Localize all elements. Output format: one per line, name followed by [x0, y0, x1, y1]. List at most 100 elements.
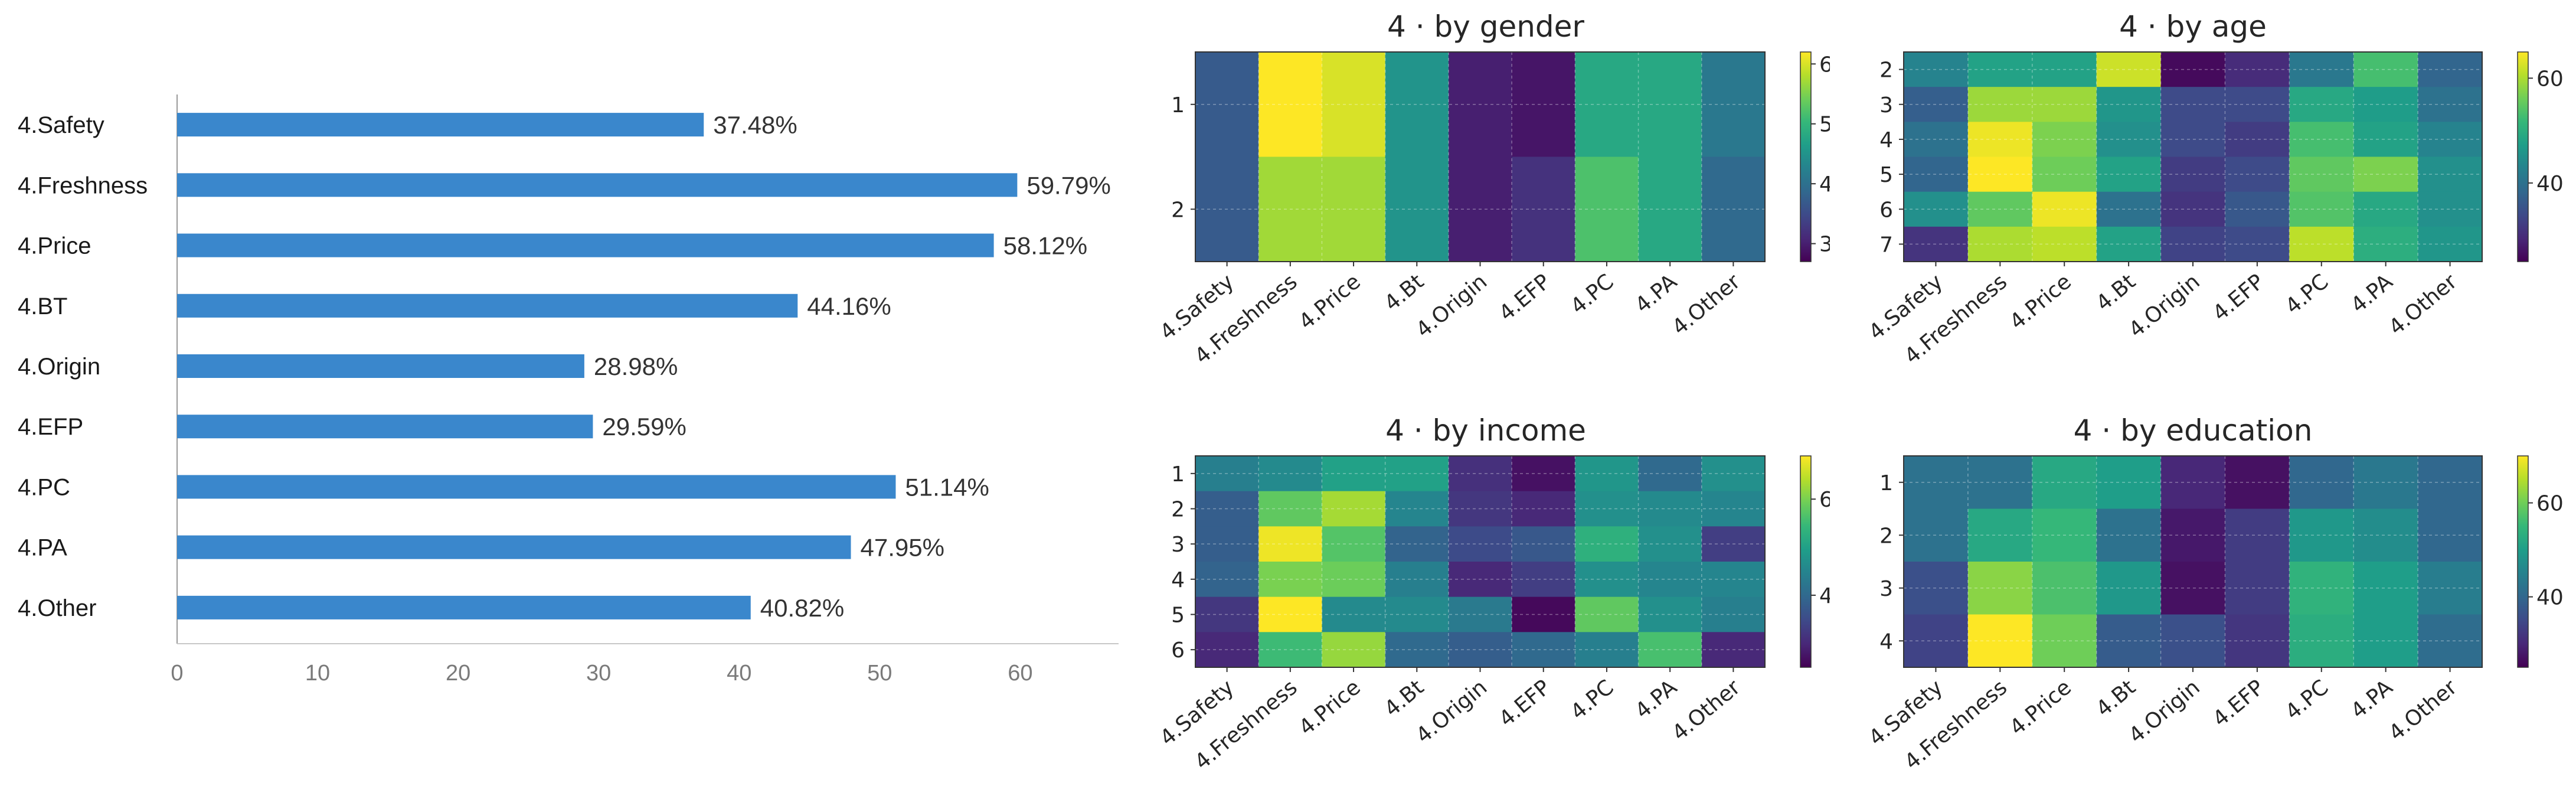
heatmap-cell	[1638, 596, 1702, 632]
heatmap-cell	[1575, 52, 1639, 158]
heatmap-cell	[2418, 456, 2483, 510]
heatmap-cell	[1904, 52, 1969, 87]
heatmap-cell	[2353, 52, 2418, 87]
bar	[177, 535, 851, 559]
row-label: 1	[1171, 93, 1185, 118]
heatmap-cell	[2160, 508, 2226, 562]
heatmap-cell	[1701, 526, 1766, 562]
column-label: 4.Origin	[1411, 269, 1492, 342]
heatmap-cell	[1967, 226, 2033, 262]
heatmap-cell	[1512, 526, 1575, 562]
bar-chart: 4.Safety 37.48% 4.Freshness 59.79% 4.Price 58…	[18, 94, 1119, 686]
heatmap-cell	[1322, 456, 1386, 492]
heatmap-cell	[1575, 456, 1639, 492]
colorbar	[1800, 455, 1812, 668]
heatmap-cell	[2353, 87, 2418, 122]
heatmap-cell	[1701, 156, 1766, 262]
heatmap-cell	[1385, 491, 1449, 527]
row-label: 4	[1171, 568, 1185, 592]
column-label: 4.Price	[2005, 269, 2076, 334]
column-label: 4.Other	[2384, 675, 2461, 745]
heatmap-cell	[2289, 122, 2354, 158]
category-label: 4.PA	[18, 535, 67, 561]
heatmap-cell	[1575, 526, 1639, 562]
column-label: 4.Other	[2384, 269, 2461, 340]
column-label: 4.Price	[1294, 675, 1365, 740]
row-label: 4	[1879, 630, 1893, 654]
value-label: 37.48%	[713, 111, 797, 139]
row-label: 5	[1879, 163, 1893, 187]
heatmap-cell	[2032, 191, 2097, 227]
heatmap-cell	[1701, 562, 1766, 598]
heatmap-cell	[2160, 191, 2226, 227]
heatmap-cell	[2032, 456, 2097, 510]
heatmap-cell	[1904, 122, 1969, 158]
heatmap-cell	[2418, 226, 2483, 262]
row-label: 2	[1171, 198, 1185, 222]
heatmap-cell	[1638, 456, 1702, 492]
heatmap-cell	[1904, 156, 1969, 193]
heatmap-cell	[1904, 562, 1969, 615]
heatmap-cell	[2032, 614, 2097, 668]
heatmap-cell	[1322, 526, 1386, 562]
column-label: 4.PA	[1631, 675, 1682, 723]
heatmap-cell	[1575, 156, 1639, 262]
heatmap-cell	[1638, 632, 1702, 668]
column-label: 4.Price	[1294, 269, 1365, 334]
value-label: 58.12%	[1003, 232, 1087, 260]
category-label: 4.Safety	[18, 112, 104, 138]
x-tick-label: 40	[727, 661, 751, 686]
value-label: 29.59%	[602, 413, 686, 441]
heatmap-cell	[1448, 52, 1512, 158]
heatmap-cell	[2353, 156, 2418, 193]
heatmap-cell	[1258, 52, 1323, 158]
heatmap-cell	[2096, 226, 2162, 262]
heatmap-cell	[1575, 596, 1639, 632]
heatmap-cell	[1385, 596, 1449, 632]
heatmap-cell	[2160, 614, 2226, 668]
heatmap-cell	[1258, 456, 1323, 492]
heatmap-cell	[2096, 508, 2162, 562]
heatmap-cell	[2225, 191, 2290, 227]
heatmap-cell	[1448, 562, 1512, 598]
heatmap-cell	[2160, 52, 2226, 87]
heatmap-cell	[1322, 156, 1386, 262]
heatmap-cell	[2225, 562, 2290, 615]
heatmap-cell	[1195, 632, 1259, 668]
heatmap-cell	[1195, 456, 1259, 492]
heatmap-cell	[1638, 491, 1702, 527]
category-label: 4.BT	[18, 293, 67, 319]
heatmap-cell	[1448, 491, 1512, 527]
column-label: 4.EFP	[1495, 269, 1555, 325]
heatmap-cell	[1195, 156, 1259, 262]
row-label: 7	[1879, 233, 1893, 257]
row-label: 5	[1171, 604, 1185, 628]
heatmap-cell	[2289, 508, 2354, 562]
category-label: 4.Other	[18, 595, 96, 621]
heatmap-cell	[1448, 596, 1512, 632]
heatmap-cell	[1195, 52, 1259, 158]
row-label: 3	[1879, 577, 1893, 601]
heatmap-cell	[1575, 562, 1639, 598]
column-label: 4.PC	[1566, 675, 1619, 725]
heatmap-cell	[1512, 596, 1575, 632]
heatmap-title: 4 · by education	[2074, 413, 2313, 448]
colorbar-tick-label: 60	[1819, 488, 1830, 512]
heatmap-cell	[2032, 156, 2097, 193]
heatmap-cell	[2160, 456, 2226, 510]
heatmap-cell	[1904, 508, 1969, 562]
heatmap-cell	[2096, 562, 2162, 615]
heatmap-cell	[2289, 52, 2354, 87]
heatmap-cell	[2289, 87, 2354, 122]
heatmap-cell	[1195, 526, 1259, 562]
heatmap-cell	[2289, 456, 2354, 510]
row-label: 2	[1879, 58, 1893, 83]
heatmap-cell	[1904, 226, 1969, 262]
value-label: 40.82%	[760, 594, 844, 622]
x-tick-label: 0	[171, 661, 183, 686]
heatmap-cell	[2096, 52, 2162, 87]
colorbar-tick-label: 60	[2536, 67, 2564, 91]
heatmap-cell	[1701, 596, 1766, 632]
heatmap-cell	[1322, 562, 1386, 598]
heatmap-cell	[2096, 156, 2162, 193]
